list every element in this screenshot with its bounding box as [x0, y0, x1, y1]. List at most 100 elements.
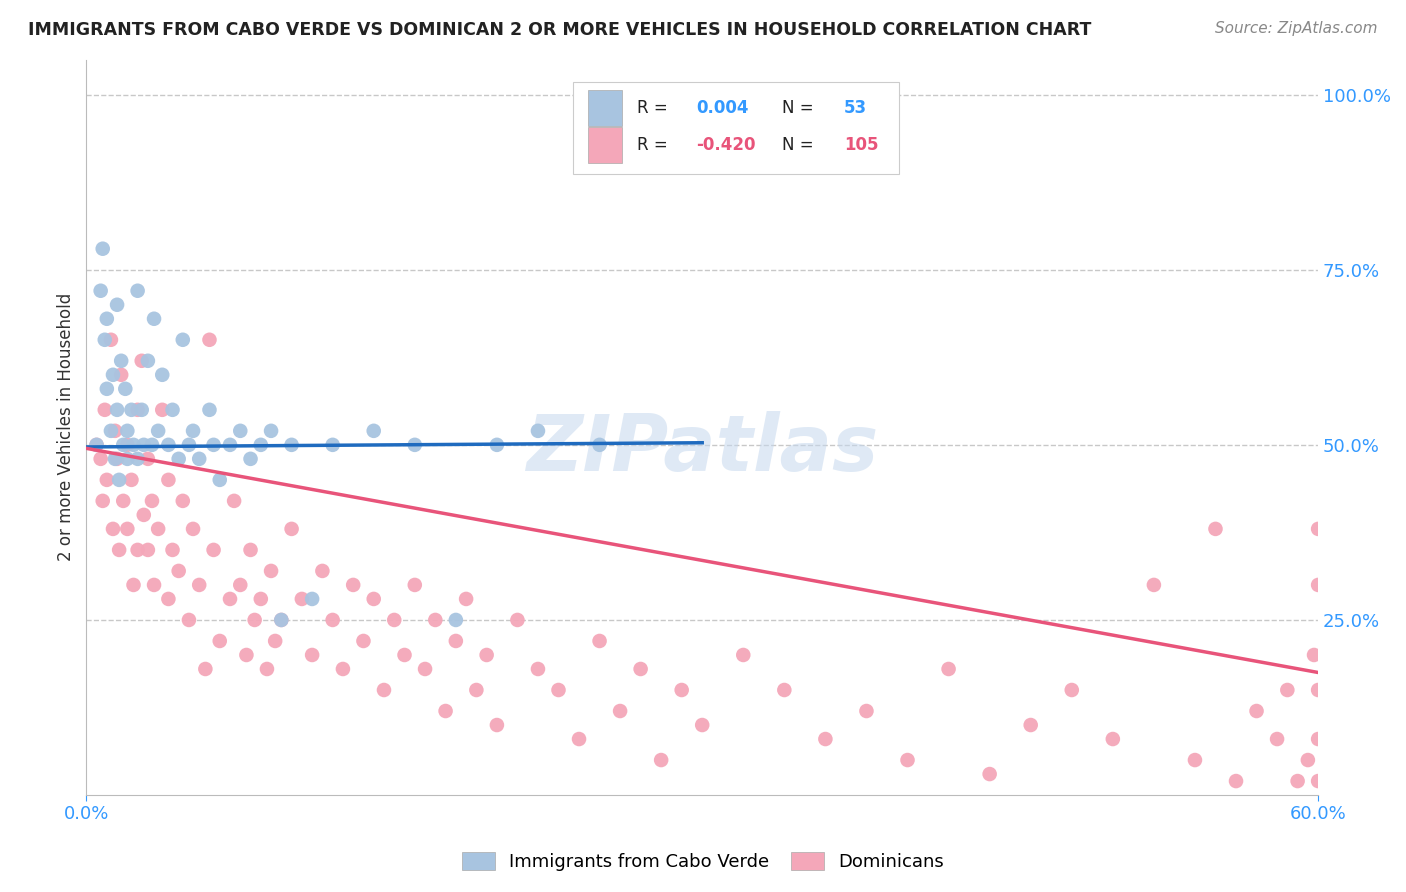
Point [127, 402, 149, 417]
Point [172, 333, 194, 347]
Point [136, 451, 159, 466]
Point [100, 424, 122, 438]
Point [291, 591, 314, 606]
Point [444, 613, 467, 627]
Point [198, 402, 221, 417]
Point [568, 732, 591, 747]
Point [229, 578, 252, 592]
Point [249, 438, 271, 452]
Point [219, 438, 242, 452]
Point [814, 732, 837, 747]
Point [322, 613, 344, 627]
Text: 0.004: 0.004 [696, 99, 748, 117]
FancyBboxPatch shape [588, 128, 621, 162]
Point [1019, 718, 1042, 732]
Point [1204, 522, 1226, 536]
Text: ZIPatlas: ZIPatlas [526, 411, 879, 487]
Point [979, 767, 1001, 781]
Point [105, 402, 128, 417]
Point [219, 591, 242, 606]
Point [260, 564, 283, 578]
Point [104, 451, 127, 466]
Point [229, 424, 252, 438]
Point [773, 683, 796, 698]
Point [117, 438, 139, 452]
Point [243, 613, 266, 627]
Point [90, 451, 112, 466]
Point [690, 718, 713, 732]
Point [855, 704, 877, 718]
Point [1277, 683, 1299, 698]
Point [260, 424, 283, 438]
Point [194, 662, 217, 676]
Point [157, 438, 180, 452]
Point [132, 438, 155, 452]
Point [105, 451, 128, 466]
Point [162, 542, 184, 557]
Point [527, 424, 550, 438]
Point [94, 333, 117, 347]
Point [1060, 683, 1083, 698]
Point [198, 333, 221, 347]
Text: R =: R = [637, 99, 673, 117]
Point [117, 451, 139, 466]
Point [1303, 648, 1326, 662]
Point [527, 662, 550, 676]
Point [938, 662, 960, 676]
Point [188, 451, 211, 466]
Point [131, 353, 153, 368]
Point [91, 242, 114, 256]
Point [150, 368, 173, 382]
Point [733, 648, 755, 662]
Text: 53: 53 [844, 99, 868, 117]
Point [342, 578, 364, 592]
Point [114, 382, 136, 396]
Point [108, 542, 131, 557]
Point [301, 591, 323, 606]
Point [322, 438, 344, 452]
Point [506, 613, 529, 627]
Point [127, 542, 149, 557]
Point [181, 424, 204, 438]
FancyBboxPatch shape [572, 82, 900, 174]
Point [157, 473, 180, 487]
Point [120, 402, 142, 417]
Point [270, 613, 292, 627]
Point [1101, 732, 1123, 747]
Point [630, 662, 652, 676]
Point [1246, 704, 1268, 718]
Point [120, 473, 142, 487]
Point [1308, 774, 1330, 789]
Text: IMMIGRANTS FROM CABO VERDE VS DOMINICAN 2 OR MORE VEHICLES IN HOUSEHOLD CORRELAT: IMMIGRANTS FROM CABO VERDE VS DOMINICAN … [28, 21, 1091, 38]
Point [1308, 578, 1330, 592]
Point [101, 368, 124, 382]
Point [117, 424, 139, 438]
Point [96, 473, 118, 487]
Point [105, 298, 128, 312]
Point [167, 451, 190, 466]
Point [96, 311, 118, 326]
Point [425, 613, 447, 627]
Point [353, 634, 375, 648]
Point [1265, 732, 1288, 747]
Point [363, 591, 385, 606]
Point [547, 683, 569, 698]
Point [202, 542, 225, 557]
Point [104, 424, 127, 438]
Point [177, 613, 200, 627]
Point [301, 648, 323, 662]
Point [141, 438, 163, 452]
Point [110, 353, 132, 368]
Text: N =: N = [782, 99, 820, 117]
Point [404, 578, 426, 592]
Point [110, 368, 132, 382]
Point [136, 353, 159, 368]
Point [239, 451, 262, 466]
Point [117, 522, 139, 536]
Point [132, 508, 155, 522]
Point [332, 662, 354, 676]
Point [96, 382, 118, 396]
Point [108, 473, 131, 487]
Point [90, 284, 112, 298]
Text: -0.420: -0.420 [696, 136, 755, 154]
